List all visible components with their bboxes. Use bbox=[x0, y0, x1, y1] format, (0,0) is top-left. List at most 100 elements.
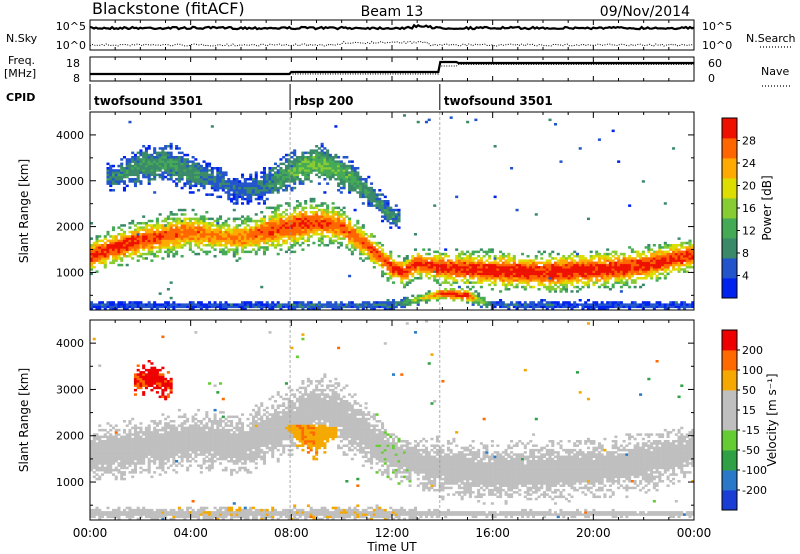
heatmap-cell bbox=[301, 164, 305, 168]
heatmap-cell bbox=[512, 285, 516, 289]
heatmap-cell bbox=[235, 239, 239, 243]
heatmap-cell bbox=[573, 272, 577, 276]
heatmap-cell bbox=[331, 160, 335, 163]
heatmap-cell bbox=[224, 246, 228, 249]
heatmap-cell bbox=[521, 277, 525, 280]
heatmap-cell bbox=[515, 272, 519, 276]
heatmap-cell bbox=[326, 235, 330, 238]
heatmap-cell bbox=[455, 255, 459, 258]
heatmap-cell bbox=[106, 255, 110, 258]
heatmap-cell bbox=[367, 175, 371, 179]
heatmap-cell bbox=[485, 270, 489, 273]
heatmap-cell bbox=[526, 266, 530, 269]
heatmap-cell bbox=[262, 175, 267, 179]
heatmap-cell bbox=[658, 301, 662, 304]
heatmap-cell bbox=[570, 290, 574, 293]
heatmap-cell bbox=[243, 191, 247, 194]
heatmap-cell bbox=[180, 164, 184, 168]
heatmap-cell bbox=[463, 259, 467, 262]
heatmap-cell bbox=[92, 241, 96, 245]
heatmap-cell bbox=[606, 281, 610, 284]
heatmap-cell bbox=[164, 217, 168, 221]
heatmap-cell bbox=[235, 184, 239, 188]
heatmap-cell bbox=[644, 268, 648, 271]
heatmap-cell bbox=[619, 261, 623, 265]
heatmap-cell bbox=[249, 303, 253, 306]
heatmap-cell bbox=[510, 303, 514, 306]
heatmap-cell bbox=[455, 270, 459, 273]
heatmap-cell bbox=[128, 246, 132, 249]
heatmap-cell bbox=[246, 193, 250, 196]
heatmap-cell bbox=[501, 277, 505, 280]
heatmap-cell bbox=[644, 246, 648, 249]
freq-tick-bottom: 8 bbox=[73, 72, 80, 85]
heatmap-cell bbox=[367, 257, 371, 260]
heatmap-cell bbox=[586, 285, 590, 289]
heatmap-cell bbox=[210, 228, 214, 232]
heatmap-cell bbox=[339, 228, 343, 232]
heatmap-cell bbox=[166, 230, 170, 234]
heatmap-cell bbox=[317, 303, 321, 306]
heatmap-cell bbox=[166, 169, 170, 172]
heatmap-cell bbox=[348, 248, 352, 251]
heatmap-cell bbox=[186, 233, 190, 236]
heatmap-cell bbox=[304, 217, 308, 221]
heatmap-cell bbox=[262, 167, 267, 170]
heatmap-cell bbox=[479, 248, 483, 251]
heatmap-cell bbox=[309, 197, 313, 201]
heatmap-cell bbox=[213, 180, 217, 183]
heatmap-cell bbox=[586, 283, 590, 287]
heatmap-cell bbox=[367, 241, 371, 245]
heatmap-cell bbox=[669, 270, 673, 273]
heatmap-cell bbox=[490, 270, 494, 273]
heatmap-cell bbox=[268, 191, 272, 194]
heatmap-cell bbox=[243, 184, 247, 188]
heatmap-cell bbox=[386, 305, 390, 309]
heatmap-cell bbox=[342, 222, 346, 225]
heatmap-cell bbox=[345, 228, 349, 232]
heatmap-cell bbox=[180, 178, 184, 181]
heatmap-cell bbox=[339, 226, 343, 229]
heatmap-cell bbox=[608, 274, 612, 278]
heatmap-cell bbox=[342, 305, 346, 309]
heatmap-cell bbox=[290, 151, 294, 155]
heatmap-cell bbox=[532, 274, 536, 278]
heatmap-cell bbox=[364, 178, 368, 181]
heatmap-cell bbox=[611, 272, 615, 276]
heatmap-cell bbox=[142, 257, 146, 260]
heatmap-cell bbox=[106, 182, 110, 185]
heatmap-cell bbox=[389, 274, 393, 278]
heatmap-cell bbox=[578, 279, 582, 282]
heatmap-cell bbox=[221, 224, 225, 227]
heatmap-cell bbox=[213, 239, 217, 243]
heatmap-cell bbox=[386, 257, 390, 260]
heatmap-cell bbox=[359, 237, 363, 240]
heatmap-cell bbox=[276, 215, 280, 218]
heatmap-cell bbox=[306, 215, 310, 218]
heatmap-cell bbox=[337, 219, 341, 223]
heatmap-cell bbox=[364, 180, 368, 183]
heatmap-cell bbox=[309, 158, 313, 161]
heatmap-cell bbox=[197, 235, 201, 238]
heatmap-cell bbox=[320, 219, 324, 223]
heatmap-cell bbox=[504, 261, 508, 265]
heatmap-cell bbox=[452, 292, 456, 295]
heatmap-cell bbox=[608, 270, 612, 273]
heatmap-cell bbox=[375, 301, 379, 304]
heatmap-cell bbox=[125, 303, 129, 306]
heatmap-cell bbox=[460, 261, 464, 265]
heatmap-cell bbox=[202, 233, 206, 236]
heatmap-cell bbox=[128, 180, 132, 183]
heatmap-cell bbox=[205, 303, 209, 306]
heatmap-cell bbox=[518, 266, 522, 269]
heatmap-cell bbox=[246, 215, 250, 218]
heatmap-cell bbox=[251, 244, 256, 247]
heatmap-cell bbox=[628, 285, 632, 289]
heatmap-cell bbox=[488, 283, 492, 287]
heatmap-cell bbox=[219, 239, 223, 243]
heatmap-cell bbox=[139, 252, 143, 256]
heatmap-cell bbox=[545, 270, 549, 273]
heatmap-cell bbox=[131, 164, 135, 168]
heatmap-cell bbox=[117, 241, 121, 245]
heatmap-cell bbox=[323, 305, 327, 309]
